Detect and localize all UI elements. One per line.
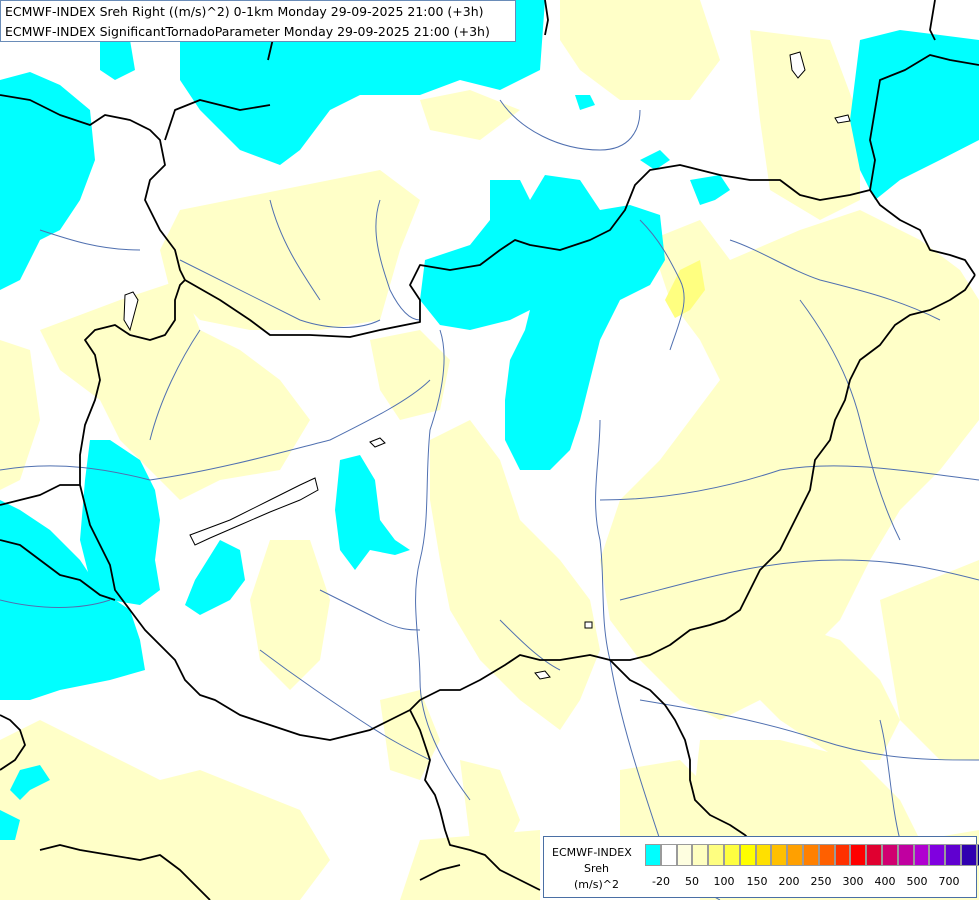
legend-swatch [802,844,819,866]
legend-tick-label: 50 [685,875,699,888]
lakes [123,51,851,680]
title-line-1: ECMWF-INDEX Sreh Right ((m/s)^2) 0-1km M… [5,4,484,19]
legend-model: ECMWF-INDEX [552,846,632,859]
legend-swatch [676,844,693,866]
title-box: ECMWF-INDEX Sreh Right ((m/s)^2) 0-1km M… [0,0,516,42]
legend-parameter: Sreh [584,862,610,875]
legend-swatch [755,844,772,866]
legend-tick-label: 700 [938,875,960,888]
legend-swatch [723,844,740,866]
legend-swatch [850,844,867,866]
color-legend: ECMWF-INDEX Sreh (m/s)^2 -20 50 100 150 200 2… [543,836,979,898]
legend-swatch [960,844,977,866]
legend-tick-label: -20 [652,875,670,888]
legend-swatch [881,844,898,866]
title-line-2: ECMWF-INDEX SignificantTornadoParameter … [5,24,490,39]
legend-swatch [692,844,709,866]
legend-swatch [660,844,677,866]
legend-swatch [771,844,788,866]
legend-swatch [739,844,756,866]
legend-swatch [897,844,914,866]
legend-swatch [787,844,803,866]
legend-swatch [708,844,724,866]
legend-tick-label: 200 [778,875,800,888]
legend-swatch [866,844,882,866]
yellow-region [665,260,705,318]
legend-tick-label: 300 [842,875,864,888]
legend-units: (m/s)^2 [574,878,619,891]
rivers [0,99,979,900]
legend-tick-label: 400 [874,875,896,888]
legend-tick-label: 150 [746,875,768,888]
legend-swatch [645,844,661,866]
legend-swatch [834,844,851,866]
legend-swatch [945,844,961,866]
legend-tick-label: 100 [713,875,735,888]
legend-swatch [913,844,930,866]
legend-swatches [645,844,979,866]
legend-tick-label: 250 [810,875,832,888]
legend-swatch [818,844,835,866]
legend-tick-label: 500 [906,875,928,888]
legend-swatch [976,844,979,866]
legend-swatch [929,844,946,866]
